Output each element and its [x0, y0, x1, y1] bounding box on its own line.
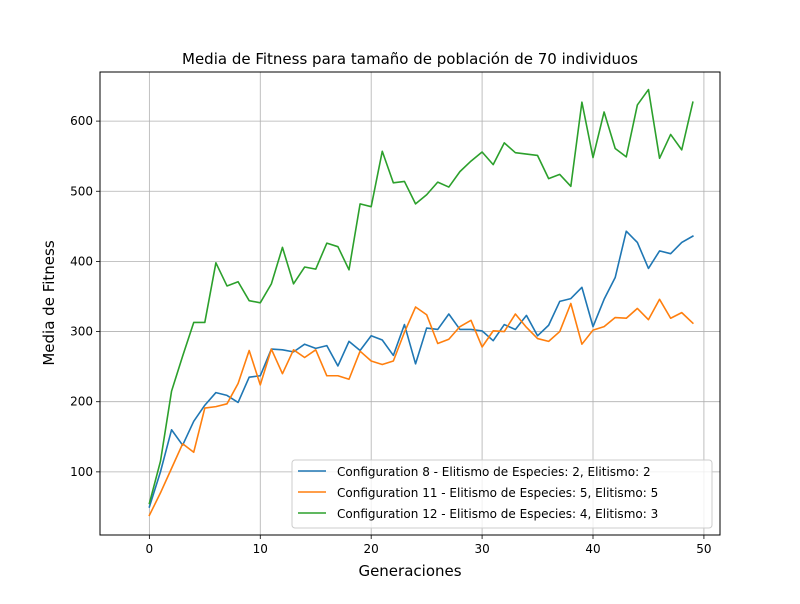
axis-ticks: 0 10 20 30 40 50 100 200 300 400 500 600	[70, 114, 711, 556]
x-tick-label: 20	[364, 542, 379, 556]
series-line-1	[148, 230, 694, 508]
legend-label-1: Configuration 8 - Elitismo de Especies: …	[337, 465, 651, 479]
x-tick-label: 30	[474, 542, 489, 556]
x-tick-label: 10	[253, 542, 268, 556]
series-line-3	[148, 88, 694, 505]
x-axis-label: Generaciones	[358, 562, 461, 580]
x-tick-label: 0	[146, 542, 154, 556]
x-tick-label: 40	[585, 542, 600, 556]
y-axis-label: Media de Fitness	[40, 240, 58, 365]
y-tick-label: 200	[70, 395, 93, 409]
y-tick-label: 600	[70, 114, 93, 128]
y-tick-label: 300	[70, 325, 93, 339]
legend-label-3: Configuration 12 - Elitismo de Especies:…	[337, 507, 658, 521]
legend-label-2: Configuration 11 - Elitismo de Especies:…	[337, 486, 658, 500]
x-tick-label: 50	[696, 542, 711, 556]
y-tick-label: 400	[70, 254, 93, 268]
chart-title: Media de Fitness para tamaño de població…	[182, 50, 638, 68]
y-tick-label: 100	[70, 465, 93, 479]
series-line-2	[148, 298, 694, 517]
legend-box	[291, 459, 713, 529]
plot-frame	[99, 71, 721, 536]
legend: Configuration 8 - Elitismo de Especies: …	[291, 459, 713, 529]
y-tick-label: 500	[70, 184, 93, 198]
series-lines	[148, 88, 694, 517]
